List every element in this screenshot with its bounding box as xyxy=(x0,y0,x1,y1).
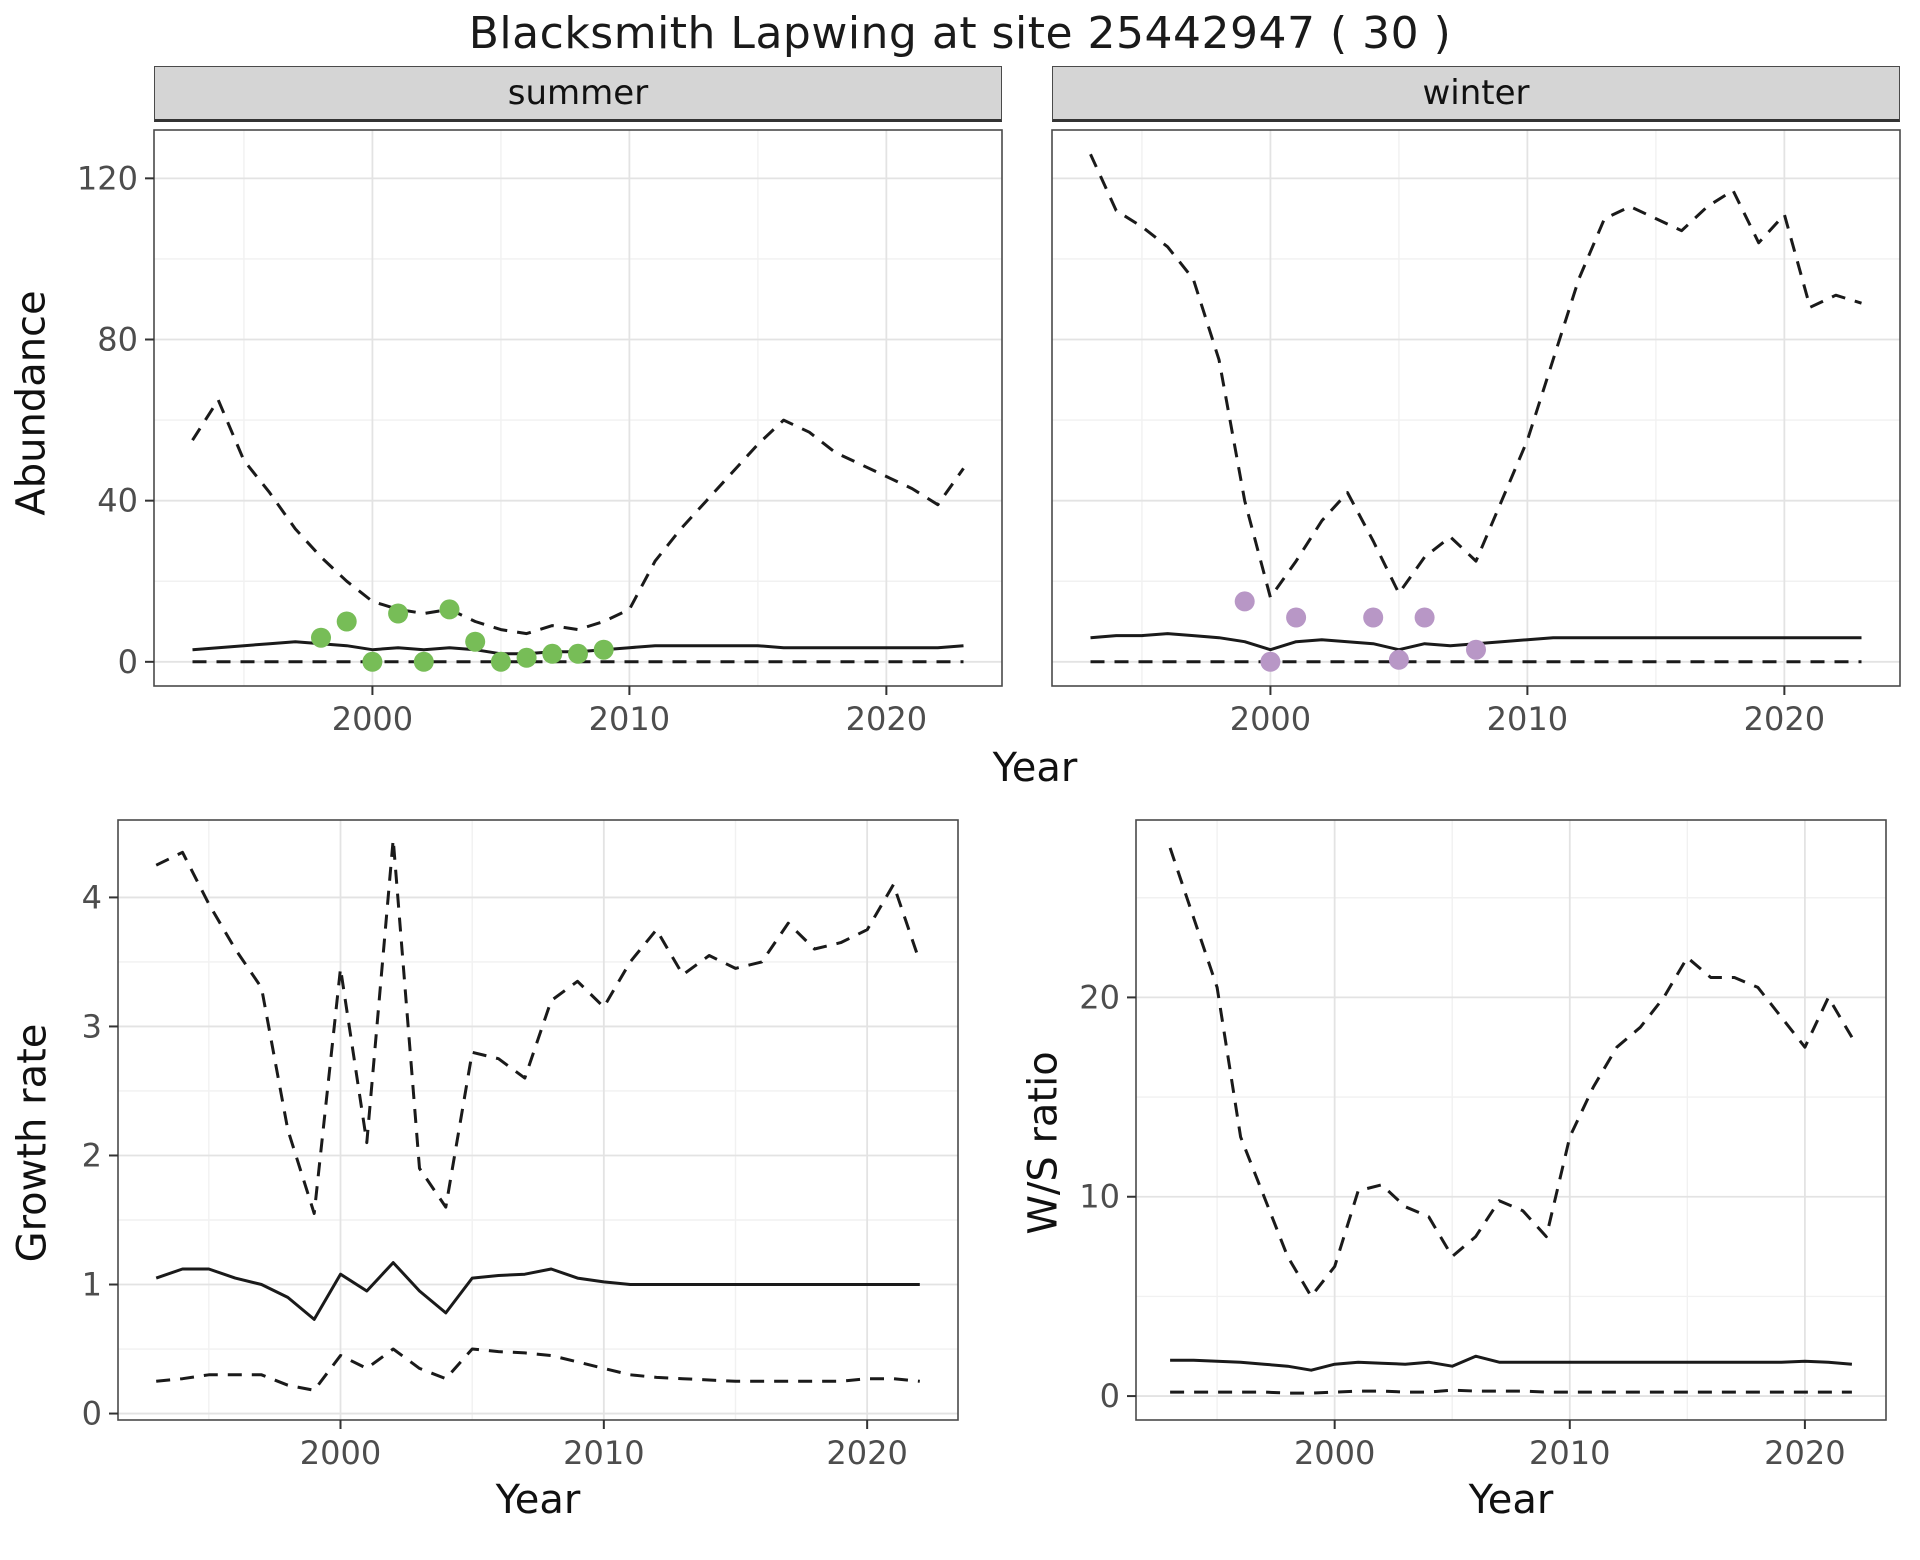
facet-winter: winter 2000 2010 2020 xyxy=(1034,66,1910,740)
ws-ratio-chart: 2000 2010 2020 0 10 20 xyxy=(1079,819,1887,1472)
svg-text:2010: 2010 xyxy=(563,1434,644,1472)
y-axis-title-growth-rate: Growth rate xyxy=(6,812,58,1474)
svg-text:40: 40 xyxy=(97,482,138,520)
svg-text:0: 0 xyxy=(82,1395,102,1433)
winter-abundance-chart: 2000 2010 2020 xyxy=(1051,129,1901,738)
growth-rate-block: Growth rate 2000 2010 2020 0 1 2 3 4 Year xyxy=(6,812,966,1526)
abundance-facet-row: Abundance summer 2000 2010 2020 0 40 80 120 wi… xyxy=(0,66,1920,740)
y-axis-title-abundance-text: Abundance xyxy=(9,290,55,516)
svg-text:2000: 2000 xyxy=(300,1434,381,1472)
svg-text:0: 0 xyxy=(118,643,138,681)
svg-text:3: 3 xyxy=(82,1007,102,1045)
y-axis-title-ws-ratio: W/S ratio xyxy=(1016,812,1072,1474)
svg-text:2020: 2020 xyxy=(846,700,927,738)
x-axis-title-year-growth: Year xyxy=(495,1477,581,1523)
svg-text:2010: 2010 xyxy=(589,700,670,738)
svg-text:2000: 2000 xyxy=(1230,700,1311,738)
facet-strip-winter: winter xyxy=(1052,66,1900,122)
svg-text:2020: 2020 xyxy=(826,1434,907,1472)
ws-ratio-block: W/S ratio 2000 2010 2020 0 10 20 Year xyxy=(1016,812,1896,1526)
figure-title: Blacksmith Lapwing at site 25442947 ( 30… xyxy=(468,7,1452,59)
y-axis-title-ws-ratio-text: W/S ratio xyxy=(1021,1051,1068,1235)
svg-text:2000: 2000 xyxy=(1294,1434,1375,1472)
summer-abundance-chart: 2000 2010 2020 0 40 80 120 xyxy=(77,129,1003,738)
facet-strip-summer: summer xyxy=(154,66,1002,122)
svg-text:2010: 2010 xyxy=(1529,1434,1610,1472)
facet-strip-winter-label: winter xyxy=(1422,73,1530,113)
svg-text:2020: 2020 xyxy=(1744,700,1825,738)
svg-text:20: 20 xyxy=(1079,978,1120,1016)
svg-text:2: 2 xyxy=(82,1136,102,1174)
y-axis-title-growth-rate-text: Growth rate xyxy=(9,1023,55,1263)
svg-text:120: 120 xyxy=(77,159,138,197)
svg-text:4: 4 xyxy=(82,878,102,916)
bottom-charts-row: Growth rate 2000 2010 2020 0 1 2 3 4 Year W/S r… xyxy=(0,812,1920,1526)
svg-text:2000: 2000 xyxy=(332,700,413,738)
svg-text:1: 1 xyxy=(82,1266,102,1304)
x-axis-title-year-top: Year xyxy=(992,745,1078,791)
svg-text:80: 80 xyxy=(97,321,138,359)
x-axis-title-year-ws: Year xyxy=(1468,1477,1554,1523)
facet-summer: summer 2000 2010 2020 0 40 80 120 xyxy=(58,66,1008,740)
facet-strip-summer-label: summer xyxy=(507,73,649,113)
y-axis-title-abundance: Abundance xyxy=(6,66,58,740)
svg-text:0: 0 xyxy=(1100,1377,1120,1415)
svg-text:2020: 2020 xyxy=(1764,1434,1845,1472)
svg-text:10: 10 xyxy=(1079,1178,1120,1216)
growth-rate-chart: 2000 2010 2020 0 1 2 3 4 xyxy=(82,819,959,1472)
svg-text:2010: 2010 xyxy=(1487,700,1568,738)
